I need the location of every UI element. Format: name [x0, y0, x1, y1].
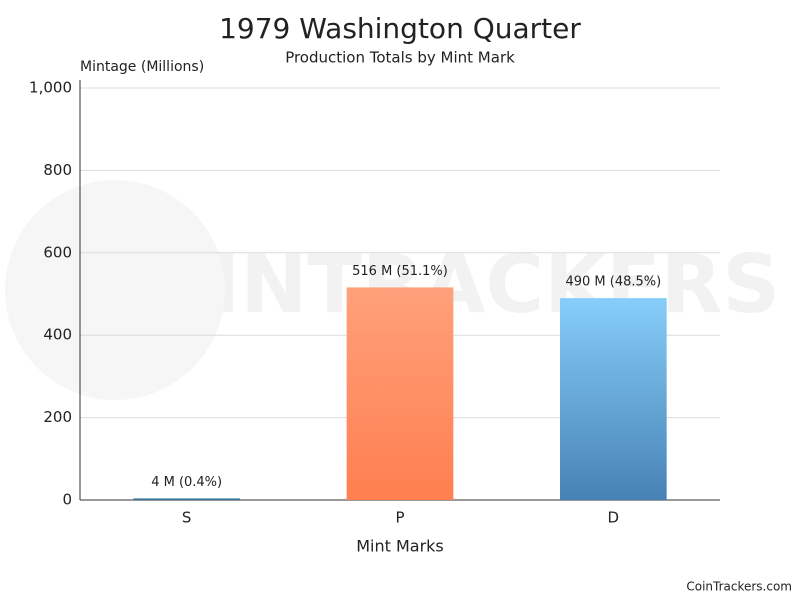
x-axis-label: Mint Marks [356, 537, 444, 556]
y-tick-label: 1,000 [29, 79, 72, 97]
x-tick-label: S [182, 509, 192, 527]
watermark-logo [5, 180, 225, 400]
data-label: 516 M (51.1%) [352, 264, 448, 279]
data-label: 490 M (48.5%) [565, 275, 661, 290]
y-tick-label: 200 [43, 408, 72, 426]
data-label: 4 M (0.4%) [151, 475, 222, 490]
y-tick-label: 0 [62, 491, 72, 509]
y-tick-label: 600 [43, 243, 72, 261]
bar [346, 287, 454, 500]
y-axis-label: Mintage (Millions) [80, 59, 204, 75]
chart-subtitle: Production Totals by Mint Mark [285, 49, 515, 67]
chart-title: 1979 Washington Quarter [219, 12, 581, 45]
x-tick-label: P [395, 509, 404, 527]
x-tick-label: D [608, 509, 620, 527]
y-tick-label: 800 [43, 161, 72, 179]
y-tick-label: 400 [43, 326, 72, 344]
footer: CoinTrackers.com [686, 580, 792, 594]
bar [133, 498, 240, 500]
bar [560, 298, 667, 500]
